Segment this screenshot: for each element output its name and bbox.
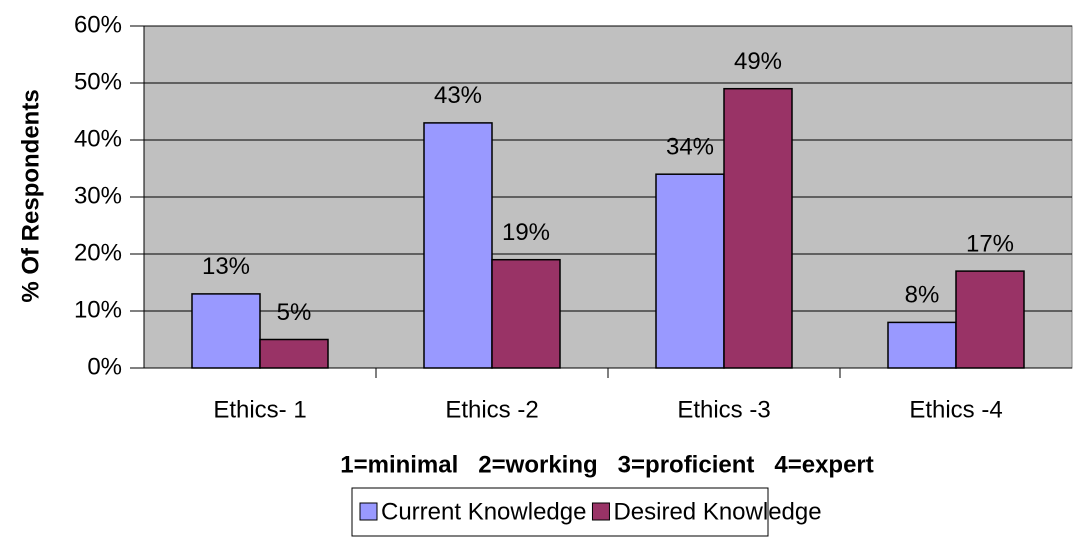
y-tick-label: 50% [74, 68, 122, 95]
data-label: 17% [966, 230, 1014, 257]
x-tick-label: Ethics- 1 [213, 396, 306, 423]
x-tick-label: Ethics -2 [445, 396, 538, 423]
bar [491, 258, 561, 369]
x-tick-label: Ethics -3 [677, 396, 770, 423]
bar [191, 293, 261, 369]
data-label: 19% [502, 219, 550, 246]
y-axis-label: % Of Respondents [17, 89, 44, 302]
legend-swatch [591, 502, 610, 521]
y-tick-label: 0% [87, 353, 122, 380]
bar [723, 87, 793, 369]
y-tick-label: 10% [74, 296, 122, 323]
bar [423, 122, 493, 369]
y-tick-label: 20% [74, 239, 122, 266]
y-tick-label: 60% [74, 11, 122, 38]
bar [655, 173, 725, 369]
y-tick-label: 40% [74, 125, 122, 152]
data-label: 43% [434, 82, 482, 109]
x-axis-label: 1=minimal 2=working 3=proficient 4=exper… [340, 451, 874, 478]
legend [351, 487, 769, 537]
bar [887, 321, 957, 369]
data-label: 34% [666, 134, 714, 161]
data-label: 49% [734, 48, 782, 75]
y-tick-label: 30% [74, 182, 122, 209]
legend-swatch [359, 502, 378, 521]
x-tick-label: Ethics -4 [909, 396, 1002, 423]
legend-label: Current Knowledge [381, 498, 586, 525]
data-label: 13% [202, 253, 250, 280]
data-label: 8% [905, 282, 940, 309]
bar [955, 270, 1025, 369]
legend-label: Desired Knowledge [613, 498, 821, 525]
data-label: 5% [277, 299, 312, 326]
bar [259, 338, 329, 369]
